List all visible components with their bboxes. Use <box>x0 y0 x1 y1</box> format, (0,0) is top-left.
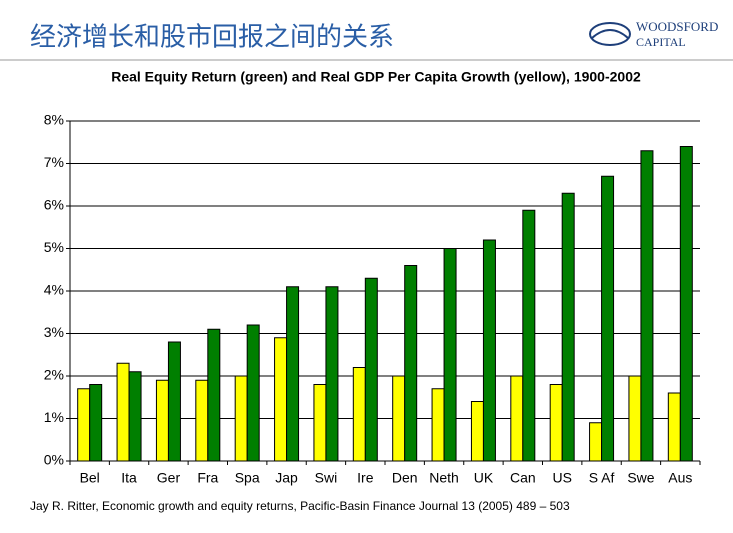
bar <box>352 367 366 462</box>
bar <box>601 175 615 462</box>
x-tick-label: Can <box>510 470 536 486</box>
bar <box>679 146 693 462</box>
bar <box>522 209 536 462</box>
logo-icon-arc <box>591 29 629 39</box>
footnote: Jay R. Ritter, Economic growth and equit… <box>30 499 570 513</box>
bar <box>286 286 300 462</box>
x-tick-label: Ger <box>157 470 181 486</box>
bar <box>640 150 654 462</box>
x-tick-label: Swi <box>315 470 338 486</box>
bar <box>77 388 91 462</box>
bar <box>195 379 209 462</box>
bar <box>470 401 484 462</box>
bar <box>549 384 563 462</box>
bar <box>207 328 221 462</box>
logo: WOODSFORD CAPITAL <box>589 19 718 49</box>
bar <box>325 286 339 462</box>
x-tick-label: UK <box>474 470 494 486</box>
bar <box>313 384 327 462</box>
x-tick-label: Fra <box>197 470 218 486</box>
x-tick-label: Ita <box>121 470 137 486</box>
bar <box>443 248 457 462</box>
x-tick-label: Neth <box>429 470 459 486</box>
y-tick-label: 2% <box>44 367 64 383</box>
x-tick-label: Aus <box>668 470 692 486</box>
logo-text: CAPITAL <box>636 35 686 49</box>
bar <box>628 375 642 462</box>
x-tick-label: Ire <box>357 470 374 486</box>
bar <box>392 375 406 462</box>
y-tick-label: 4% <box>44 282 64 298</box>
bar <box>364 277 378 462</box>
bar <box>246 324 260 462</box>
x-tick-label: Jap <box>275 470 298 486</box>
x-tick-label: US <box>552 470 571 486</box>
bar <box>510 375 524 462</box>
logo-icon <box>589 22 631 46</box>
y-tick-label: 3% <box>44 324 64 340</box>
bar <box>589 422 603 462</box>
y-tick-label: 5% <box>44 239 64 255</box>
x-tick-label: Den <box>392 470 418 486</box>
x-tick-label: Swe <box>627 470 654 486</box>
y-tick-label: 7% <box>44 154 64 170</box>
y-tick-label: 1% <box>44 409 64 425</box>
bar <box>234 375 248 462</box>
bar <box>482 239 496 462</box>
y-tick-label: 8% <box>44 112 64 128</box>
chart-title: Real Equity Return (green) and Real GDP … <box>111 69 641 85</box>
y-tick-label: 6% <box>44 197 64 213</box>
slide-title: 经济增长和股市回报之间的关系 <box>30 23 394 53</box>
bar <box>667 392 681 462</box>
y-tick-label: 0% <box>44 452 64 468</box>
logo-text: WOODSFORD <box>636 19 718 34</box>
bar <box>404 265 418 462</box>
bar <box>431 388 445 462</box>
bar <box>155 379 169 462</box>
bar <box>89 384 103 462</box>
bar <box>167 341 181 462</box>
bar <box>128 371 142 462</box>
x-tick-label: Spa <box>235 470 260 486</box>
x-tick-label: Bel <box>80 470 100 486</box>
bar <box>561 192 575 462</box>
x-tick-label: S Af <box>589 470 615 486</box>
bar <box>116 362 130 462</box>
bar <box>274 337 288 462</box>
